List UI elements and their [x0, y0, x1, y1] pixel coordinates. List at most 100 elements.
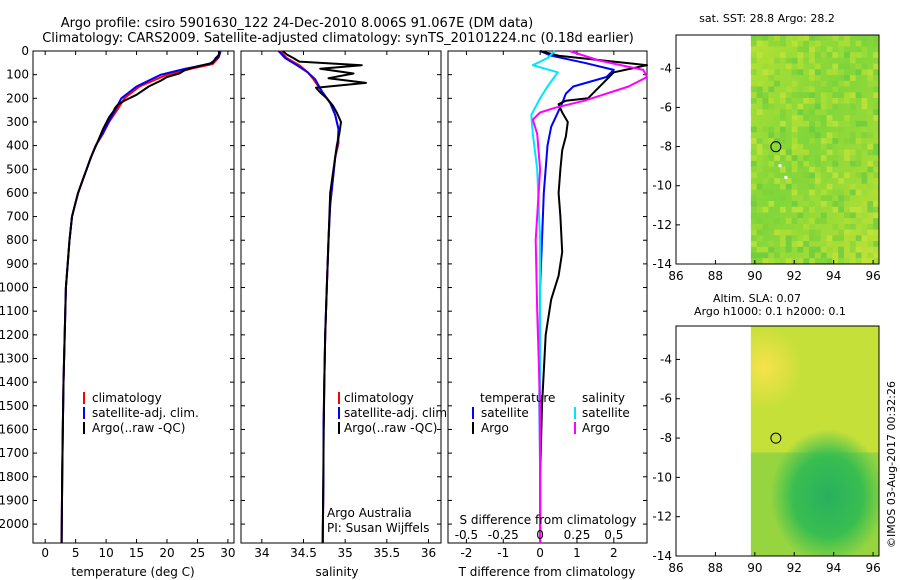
y-tick-label: 0 [21, 44, 29, 58]
y-tick-label: 600 [6, 186, 29, 200]
sst-pixel [803, 57, 810, 64]
sst-pixel [768, 103, 775, 110]
sst-pixel [826, 241, 833, 247]
sst-pixel [797, 195, 804, 201]
sst-pixel [873, 206, 879, 213]
sst-pixel [785, 149, 792, 156]
sst-pixel [832, 189, 839, 196]
annotation-argo-australia: Argo Australia [327, 506, 412, 520]
map-y-tick-label: -4 [660, 61, 672, 75]
sst-pixel [814, 75, 821, 81]
sst-pixel [814, 229, 821, 236]
sst-pixel [814, 246, 821, 253]
sst-pixel [861, 201, 868, 207]
sst-pixel [803, 98, 810, 104]
sst-pixel [791, 92, 798, 98]
sst-pixel [820, 63, 827, 70]
sla-map-panel: Altim. SLA: 0.07 Argo h1000: 0.1 h2000: … [652, 292, 880, 575]
y-tick-label: 1600 [0, 422, 29, 436]
sst-pixel [797, 235, 804, 242]
map-y-tick-label: -6 [660, 392, 672, 406]
sst-pixel [826, 166, 833, 173]
sst-pixel [750, 57, 757, 64]
s-diff-tick-label: 0.25 [564, 528, 591, 542]
sst-pixel [756, 109, 763, 116]
x-tick-label: 2 [610, 546, 618, 560]
sst-pixel [832, 120, 839, 127]
sst-pixel [791, 189, 798, 196]
sst-pixel [768, 223, 775, 230]
sst-pixel [826, 258, 833, 264]
sst-pixel [768, 241, 775, 247]
sst-pixel [791, 120, 798, 127]
sst-pixel [849, 246, 856, 253]
sst-pixel [873, 149, 879, 156]
sst-pixel [867, 149, 874, 156]
sst-pixel [809, 138, 815, 144]
sst-pixel [861, 69, 868, 75]
sst-pixel [809, 166, 815, 173]
sst-pixel [774, 57, 780, 64]
title-line-2: Climatology: CARS2009. Satellite-adjuste… [42, 31, 634, 46]
sst-pixel [814, 120, 821, 127]
sst-pixel [756, 252, 763, 259]
sst-pixel [838, 63, 844, 70]
sst-pixel [849, 138, 856, 144]
sst-pixel [809, 189, 815, 196]
sst-pixel [861, 126, 868, 133]
sst-pixel [774, 109, 780, 116]
sst-pixel [867, 75, 874, 81]
sst-pixel [762, 103, 769, 110]
sst-pixel [873, 98, 879, 104]
sst-pixel [768, 160, 775, 167]
sst-pixel [820, 246, 827, 253]
sst-pixel [768, 172, 775, 179]
sst-pixel [774, 246, 780, 253]
sst-pixel [867, 132, 874, 138]
sst-pixel [750, 40, 757, 47]
sst-pixel [838, 178, 844, 184]
sst-pixel [809, 57, 815, 64]
sst-pixel [762, 138, 769, 144]
sst-pixel [756, 155, 763, 161]
sst-pixel [861, 98, 868, 104]
sst-pixel [803, 206, 810, 213]
map-y-tick-label: -6 [660, 100, 672, 114]
sst-pixel [756, 80, 763, 87]
y-tick-label: 1200 [0, 328, 29, 342]
sst-pixel [750, 52, 757, 58]
series-line [539, 50, 648, 543]
sst-pixel [832, 160, 839, 167]
sst-pixel [762, 206, 769, 213]
x-tick-label: 34 [254, 546, 269, 560]
sst-pixel [809, 52, 815, 58]
map-x-tick-label: 88 [708, 269, 723, 283]
sst-pixel [820, 138, 827, 144]
map-y-tick-label: -4 [660, 352, 672, 366]
sst-pixel [797, 69, 804, 75]
map-x-tick-label: 90 [747, 561, 762, 575]
sst-pixel [785, 52, 792, 58]
sst-pixel [826, 138, 833, 144]
sst-pixel [867, 183, 874, 190]
sst-pixel [809, 218, 815, 224]
sst-pixel [838, 252, 844, 259]
sst-pixel [774, 235, 780, 242]
x-tick-label: 20 [159, 546, 174, 560]
sst-pixel [780, 138, 786, 144]
sst-pixel [768, 40, 775, 47]
sst-pixel [780, 98, 786, 104]
sst-pixel [774, 252, 780, 259]
sst-pixel [791, 40, 798, 47]
sst-pixel [791, 183, 798, 190]
temperature-ticks: 0 5 10 15 20 25 300100200300400500600700800900… [0, 44, 236, 560]
sst-pixel [785, 195, 792, 201]
sst-pixel [803, 155, 810, 161]
sst-pixel [832, 258, 839, 264]
sst-pixel [844, 223, 850, 230]
sst-pixel [756, 160, 763, 167]
sst-pixel [762, 126, 769, 133]
sst-pixel [832, 52, 839, 58]
sst-pixel [803, 246, 810, 253]
